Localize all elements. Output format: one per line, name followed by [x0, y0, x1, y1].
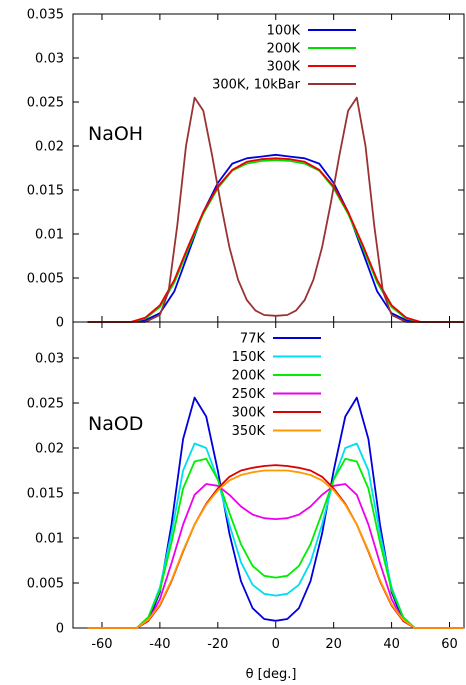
legend-label: 350K [232, 424, 266, 439]
x-tick-label: -40 [149, 637, 170, 652]
y-tick-label: 0 [56, 622, 64, 637]
x-tick-label: 40 [383, 637, 400, 652]
y-tick-label: 0.01 [35, 228, 64, 243]
y-tick-label: 0.01 [35, 532, 64, 547]
series-line [87, 153, 464, 323]
plot-frame [72, 321, 465, 629]
legend-label: 200K [267, 42, 301, 57]
panel-label: NaOH [88, 123, 143, 145]
y-tick-label: 0.005 [27, 272, 64, 287]
legend-label: 300K [267, 60, 301, 75]
legend-label: 150K [232, 350, 266, 365]
series-line [87, 442, 464, 629]
legend-label: 300K [232, 406, 266, 421]
legend-label: 300K, 10kBar [212, 78, 301, 93]
legend-label: 200K [232, 369, 266, 384]
series-line [87, 96, 464, 323]
y-tick-label: 0.005 [27, 577, 64, 592]
legend-label: 100K [267, 24, 301, 39]
y-tick-label: 0.015 [27, 487, 64, 502]
y-tick-label: 0 [56, 316, 64, 331]
naoh-panel: 0 0.005 0.01 0.015 0.02 0.025 0.03 0.035 100K 200… [27, 8, 465, 331]
legend-label: 77K [240, 332, 266, 347]
x-tick-label: 0 [272, 637, 280, 652]
panel-label: NaOD [88, 413, 143, 435]
y-tick-label: 0.03 [35, 352, 64, 367]
series-line [87, 469, 464, 629]
series-line [87, 483, 464, 629]
y-tick-label: 0.02 [35, 442, 64, 457]
y-tick-label: 0.02 [35, 140, 64, 155]
x-tick-label: -20 [207, 637, 228, 652]
naod-panel: 0 0.005 0.01 0.015 0.02 0.025 0.03 -60 -40 -20 0 20… [27, 321, 465, 652]
y-tick-label: 0.015 [27, 184, 64, 199]
series-line [87, 457, 464, 629]
series-line [87, 396, 464, 629]
y-tick-label: 0.035 [27, 8, 64, 23]
x-tick-label: -60 [91, 637, 112, 652]
y-tick-label: 0.025 [27, 397, 64, 412]
x-tick-label: 20 [325, 637, 342, 652]
x-axis-title: θ [deg.] [246, 667, 297, 682]
legend-label: 250K [232, 387, 266, 402]
y-tick-label: 0.03 [35, 52, 64, 67]
x-tick-label: 60 [441, 637, 458, 652]
y-tick-label: 0.025 [27, 96, 64, 111]
